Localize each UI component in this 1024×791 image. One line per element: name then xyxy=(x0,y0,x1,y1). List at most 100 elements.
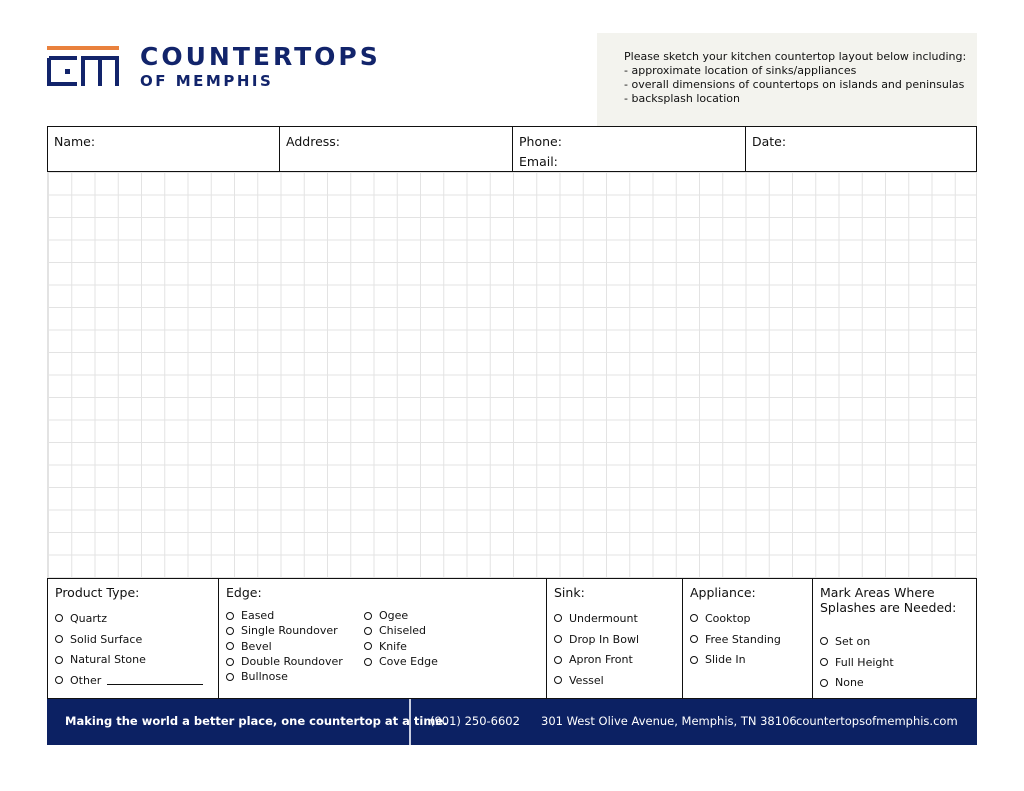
radio-icon xyxy=(55,635,63,644)
option-label: Bevel xyxy=(241,639,272,653)
option-label: Quartz xyxy=(70,611,107,625)
sketch-grid[interactable] xyxy=(47,172,977,578)
option-cove-edge[interactable]: Cove Edge xyxy=(364,654,438,669)
option-ogee[interactable]: Ogee xyxy=(364,608,438,623)
brand-name: COUNTERTOPS xyxy=(140,42,381,71)
option-label: Single Roundover xyxy=(241,624,338,638)
option-vessel[interactable]: Vessel xyxy=(554,670,675,691)
option-quartz[interactable]: Quartz xyxy=(55,608,211,629)
instruction-item: - approximate location of sinks/applianc… xyxy=(624,64,857,77)
product-type-box: Product Type: Quartz Solid Surface Natur… xyxy=(47,578,219,699)
sink-title: Sink: xyxy=(554,585,585,600)
option-bevel[interactable]: Bevel xyxy=(226,639,364,654)
name-field[interactable]: Name: xyxy=(47,126,280,172)
radio-icon xyxy=(554,614,562,623)
option-label: Cove Edge xyxy=(379,655,438,669)
radio-icon xyxy=(226,657,234,666)
option-label: Cooktop xyxy=(705,611,751,625)
radio-icon xyxy=(55,614,63,623)
option-label: None xyxy=(835,676,864,690)
radio-icon xyxy=(226,642,234,651)
edge-box: Edge: Eased Single Roundover Bevel Double R… xyxy=(218,578,547,699)
option-set-on[interactable]: Set on xyxy=(820,631,969,652)
radio-icon xyxy=(820,658,828,667)
radio-icon xyxy=(690,635,698,644)
radio-icon xyxy=(820,637,828,646)
footer-divider xyxy=(409,699,411,745)
appliance-box: Appliance: Cooktop Free Standing Slide In xyxy=(682,578,813,699)
radio-icon xyxy=(364,657,372,666)
option-label: Chiseled xyxy=(379,624,427,638)
option-none[interactable]: None xyxy=(820,672,969,693)
option-label: Ogee xyxy=(379,609,409,623)
option-chiseled[interactable]: Chiseled xyxy=(364,623,438,638)
option-label: Bullnose xyxy=(241,670,288,684)
option-free-standing[interactable]: Free Standing xyxy=(690,629,805,650)
option-label: Vessel xyxy=(569,673,604,687)
option-label: Drop In Bowl xyxy=(569,632,640,646)
option-label: Natural Stone xyxy=(70,653,146,667)
option-full-height[interactable]: Full Height xyxy=(820,652,969,673)
sink-box: Sink: Undermount Drop In Bowl Apron Front V… xyxy=(546,578,683,699)
radio-icon xyxy=(55,655,63,664)
name-label: Name: xyxy=(54,134,96,149)
other-blank-line[interactable] xyxy=(107,675,204,686)
footer-website[interactable]: countertopsofmemphis.com xyxy=(796,714,958,728)
radio-icon xyxy=(364,626,372,635)
option-label: Double Roundover xyxy=(241,655,343,669)
splash-title-line1: Mark Areas Where xyxy=(820,585,935,600)
option-label: Apron Front xyxy=(569,653,633,667)
radio-icon xyxy=(820,678,828,687)
phone-email-field[interactable]: Phone: Email: xyxy=(512,126,746,172)
date-field[interactable]: Date: xyxy=(745,126,977,172)
email-label: Email: xyxy=(519,154,558,169)
option-label: Knife xyxy=(379,639,407,653)
brand-subtitle: OF MEMPHIS xyxy=(140,72,274,90)
address-label: Address: xyxy=(286,134,340,149)
radio-icon xyxy=(364,642,372,651)
option-single-roundover[interactable]: Single Roundover xyxy=(226,623,364,638)
option-label: Slide In xyxy=(705,653,746,667)
date-label: Date: xyxy=(752,134,787,149)
product-type-title: Product Type: xyxy=(55,585,140,600)
instruction-item: - overall dimensions of countertops on i… xyxy=(624,78,965,91)
option-cooktop[interactable]: Cooktop xyxy=(690,608,805,629)
option-drop-in-bowl[interactable]: Drop In Bowl xyxy=(554,629,675,650)
option-slide-in[interactable]: Slide In xyxy=(690,649,805,670)
radio-icon xyxy=(554,676,562,685)
option-label: Other xyxy=(70,673,102,687)
option-bullnose[interactable]: Bullnose xyxy=(226,669,364,684)
radio-icon xyxy=(226,611,234,620)
radio-icon xyxy=(226,672,234,681)
footer-phone: (901) 250-6602 xyxy=(430,714,520,728)
address-field[interactable]: Address: xyxy=(279,126,513,172)
option-knife[interactable]: Knife xyxy=(364,639,438,654)
instructions-box: Please sketch your kitchen countertop la… xyxy=(597,33,977,126)
appliance-title: Appliance: xyxy=(690,585,756,600)
footer: Making the world a better place, one cou… xyxy=(47,699,977,745)
option-label: Full Height xyxy=(835,655,894,669)
phone-label: Phone: xyxy=(519,134,562,149)
logo-accent-bar xyxy=(47,46,119,50)
radio-icon xyxy=(364,611,372,620)
option-natural-stone[interactable]: Natural Stone xyxy=(55,649,211,670)
option-eased[interactable]: Eased xyxy=(226,608,364,623)
splash-title-line2: Splashes are Needed: xyxy=(820,600,957,615)
instructions-intro: Please sketch your kitchen countertop la… xyxy=(624,50,967,63)
radio-icon xyxy=(226,626,234,635)
option-undermount[interactable]: Undermount xyxy=(554,608,675,629)
option-label: Set on xyxy=(835,634,871,648)
radio-icon xyxy=(554,635,562,644)
option-other[interactable]: Other xyxy=(55,670,211,691)
footer-tagline: Making the world a better place, one cou… xyxy=(65,714,448,728)
radio-icon xyxy=(55,676,63,685)
logo-icon xyxy=(47,56,119,86)
radio-icon xyxy=(690,614,698,623)
option-label: Free Standing xyxy=(705,632,781,646)
option-solid-surface[interactable]: Solid Surface xyxy=(55,629,211,650)
option-double-roundover[interactable]: Double Roundover xyxy=(226,654,364,669)
splash-box: Mark Areas Where Splashes are Needed: Set… xyxy=(812,578,977,699)
radio-icon xyxy=(690,655,698,664)
option-apron-front[interactable]: Apron Front xyxy=(554,649,675,670)
instruction-item: - backsplash location xyxy=(624,92,740,105)
